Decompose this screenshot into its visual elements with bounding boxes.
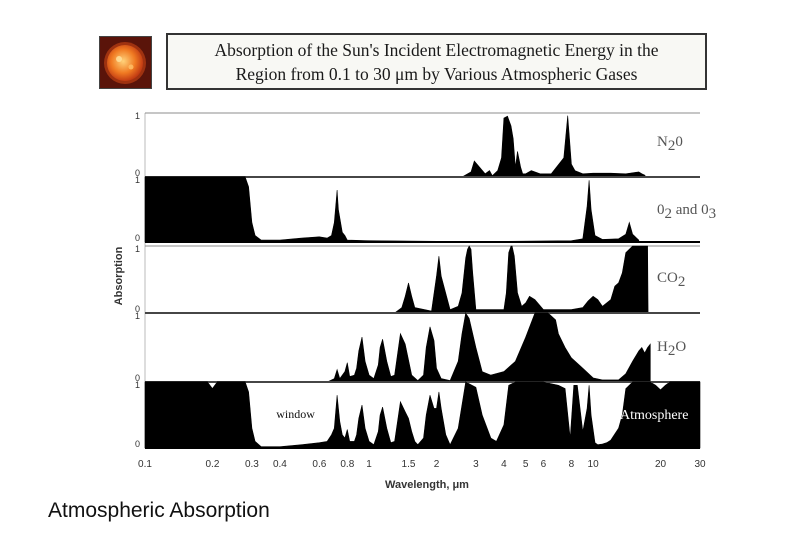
x-tick-label: 0.8 <box>340 459 354 470</box>
y-tick-0: 0 <box>135 168 140 178</box>
x-tick-label: 8 <box>569 459 575 470</box>
title-line-1: Absorption of the Sun's Incident Electro… <box>214 39 659 60</box>
y-tick-0: 0 <box>135 304 140 314</box>
x-tick-label: 0.2 <box>205 459 219 470</box>
series-label-part: and 0 <box>672 202 709 218</box>
y-tick-1: 1 <box>135 380 140 390</box>
series-label-part: H <box>657 339 668 355</box>
series-label: CO2 <box>657 270 685 290</box>
y-tick-1: 1 <box>135 244 140 254</box>
sun-image <box>99 36 152 89</box>
series-label-part: 2 <box>678 274 686 290</box>
x-tick-label: 6 <box>541 459 547 470</box>
series-label-part: O <box>675 339 686 355</box>
series-label: 02 and 03 <box>657 202 716 222</box>
series-label-part: 2 <box>665 206 673 222</box>
x-tick-label: 0.6 <box>312 459 326 470</box>
x-tick-label: 0.3 <box>245 459 259 470</box>
x-tick-label: 20 <box>655 459 667 470</box>
panel-h2o <box>145 312 700 383</box>
series-label: Atmosphere <box>620 408 688 423</box>
series-label-part: 3 <box>709 206 717 222</box>
y-tick-0: 0 <box>135 233 140 243</box>
series-label: H2O <box>657 339 686 359</box>
panel-o2-and-o3 <box>144 176 700 243</box>
panel-n2o <box>145 112 700 178</box>
panel-co2 <box>145 245 700 314</box>
x-tick-label: 0.4 <box>273 459 287 470</box>
absorption-area <box>378 245 649 314</box>
absorption-area <box>144 176 640 243</box>
panel-atmosphere <box>144 381 701 449</box>
x-tick-label: 1 <box>366 459 372 470</box>
x-tick-label: 10 <box>588 459 600 470</box>
series-label-part: 0 <box>657 202 665 218</box>
x-tick-label: 2 <box>434 459 440 470</box>
y-tick-0: 0 <box>135 373 140 383</box>
window-annotation: window <box>276 407 315 421</box>
title-line-2: Region from 0.1 to 30 μm by Various Atmo… <box>235 63 638 84</box>
x-axis-title: Wavelength, μm <box>385 479 469 491</box>
series-label-part: 2 <box>668 138 676 154</box>
y-axis-title: Absorption <box>113 246 125 305</box>
x-tick-label: 4 <box>501 459 507 470</box>
title-box: Absorption of the Sun's Incident Electro… <box>166 33 707 90</box>
absorption-area <box>319 312 651 383</box>
figure-caption: Atmospheric Absorption <box>48 499 270 522</box>
series-label-part: CO <box>657 270 678 286</box>
x-tick-label: 5 <box>523 459 529 470</box>
x-tick-label: 3 <box>473 459 479 470</box>
sun-icon <box>100 37 151 88</box>
chart-title: Absorption of the Sun's Incident Electro… <box>214 38 658 86</box>
x-tick-label: 30 <box>694 459 706 470</box>
absorption-area <box>460 115 647 178</box>
x-tick-label: 1.5 <box>402 459 416 470</box>
y-tick-1: 1 <box>135 311 140 321</box>
series-label-part: Atmosphere <box>620 408 688 423</box>
y-tick-0: 0 <box>135 439 140 449</box>
y-tick-1: 1 <box>135 175 140 185</box>
y-tick-1: 1 <box>135 111 140 121</box>
x-tick-label: 0.1 <box>138 459 152 470</box>
series-label: N20 <box>657 134 683 154</box>
series-label-part: 0 <box>675 134 683 150</box>
series-label-part: N <box>657 134 668 150</box>
series-label-part: 2 <box>668 343 676 359</box>
absorption-area <box>144 381 701 449</box>
